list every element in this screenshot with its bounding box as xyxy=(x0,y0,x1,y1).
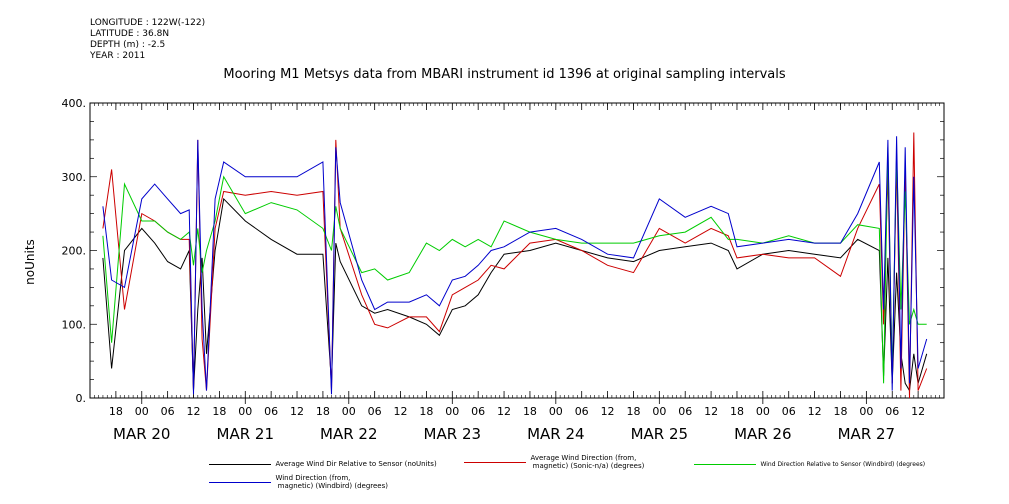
y-tick-label: 200. xyxy=(62,245,87,258)
x-tick-label: 00 xyxy=(859,405,873,418)
x-tick-label: 06 xyxy=(471,405,485,418)
x-tick-label: 00 xyxy=(238,405,252,418)
x-tick-label: 06 xyxy=(678,405,692,418)
longitude-text: LONGITUDE : 122W(-122) xyxy=(90,18,206,28)
legend-item-wind-direction-windbird: Wind Direction (from, magnetic) (Windbir… xyxy=(205,466,388,490)
legend-label: Average Wind Direction (from, magnetic) … xyxy=(530,454,645,470)
x-day-label: MAR 25 xyxy=(631,425,688,443)
legend-item-avg-wind-dir-relative: Average Wind Dir Relative to Sensor (noU… xyxy=(205,452,437,468)
x-tick-label: 06 xyxy=(161,405,175,418)
x-day-label: MAR 21 xyxy=(217,425,274,443)
legend-item-wind-dir-relative-windbird: Wind Direction Relative to Sensor (Windb… xyxy=(690,452,925,469)
x-tick-label: 12 xyxy=(808,405,822,418)
x-day-label: MAR 26 xyxy=(734,425,791,443)
y-tick-label: 300. xyxy=(62,171,87,184)
x-tick-label: 12 xyxy=(187,405,201,418)
x-tick-label: 18 xyxy=(626,405,640,418)
x-tick-label: 00 xyxy=(135,405,149,418)
x-tick-label: 06 xyxy=(575,405,589,418)
legend-label: Wind Direction (from, magnetic) (Windbir… xyxy=(275,474,388,490)
depth-text: DEPTH (m) : -2.5 xyxy=(90,40,166,50)
x-day-label: MAR 27 xyxy=(838,425,895,443)
x-tick-label: 12 xyxy=(497,405,511,418)
x-tick-label: 06 xyxy=(782,405,796,418)
legend-swatch-blue xyxy=(209,482,272,483)
series-line-avg-wind-dir-relative xyxy=(102,197,928,393)
x-day-label: MAR 23 xyxy=(424,425,481,443)
x-tick-label: 18 xyxy=(419,405,433,418)
x-tick-label: 00 xyxy=(756,405,770,418)
x-tick-label: 12 xyxy=(290,405,304,418)
x-tick-label: 12 xyxy=(704,405,718,418)
x-tick-label: 00 xyxy=(652,405,666,418)
x-tick-label: 06 xyxy=(368,405,382,418)
legend-item-avg-wind-direction-sonic: Average Wind Direction (from, magnetic) … xyxy=(460,446,644,470)
y-tick-label: 0. xyxy=(76,392,87,405)
x-day-label: MAR 20 xyxy=(113,425,170,443)
metadata-block: LONGITUDE : 122W(-122) LATITUDE : 36.8N … xyxy=(90,18,205,62)
x-tick-label: 18 xyxy=(523,405,537,418)
x-tick-label: 00 xyxy=(445,405,459,418)
year-text: YEAR : 2011 xyxy=(90,51,146,61)
y-tick-label: 100. xyxy=(62,318,87,331)
legend-label: Average Wind Dir Relative to Sensor (noU… xyxy=(275,460,437,468)
latitude-text: LATITUDE : 36.8N xyxy=(90,29,170,39)
chart-title: Mooring M1 Metsys data from MBARI instru… xyxy=(223,67,786,82)
x-tick-label: 12 xyxy=(911,405,925,418)
legend-swatch-black xyxy=(209,463,272,465)
x-tick-label: 00 xyxy=(549,405,563,418)
x-day-label: MAR 22 xyxy=(320,425,377,443)
y-tick-label: 400. xyxy=(62,97,87,110)
series-line-avg-wind-direction-sonic xyxy=(102,132,928,399)
x-tick-label: 18 xyxy=(316,405,330,418)
x-tick-label: 18 xyxy=(833,405,847,418)
x-tick-label: 18 xyxy=(730,405,744,418)
plot-frame xyxy=(89,102,945,399)
x-tick-label: 18 xyxy=(212,405,226,418)
legend-swatch-green xyxy=(694,463,757,465)
legend-swatch-red xyxy=(464,462,527,463)
x-tick-label: 06 xyxy=(264,405,278,418)
x-tick-label: 06 xyxy=(885,405,899,418)
x-day-label: MAR 24 xyxy=(527,425,584,443)
x-tick-label: 12 xyxy=(601,405,615,418)
series-line-wind-dir-relative-windbird xyxy=(102,147,927,384)
legend-label: Wind Direction Relative to Sensor (Windb… xyxy=(760,461,926,468)
x-tick-label: 12 xyxy=(394,405,408,418)
x-tick-label: 18 xyxy=(109,405,123,418)
series-line-wind-direction-windbird xyxy=(102,136,928,395)
x-tick-label: 00 xyxy=(342,405,356,418)
